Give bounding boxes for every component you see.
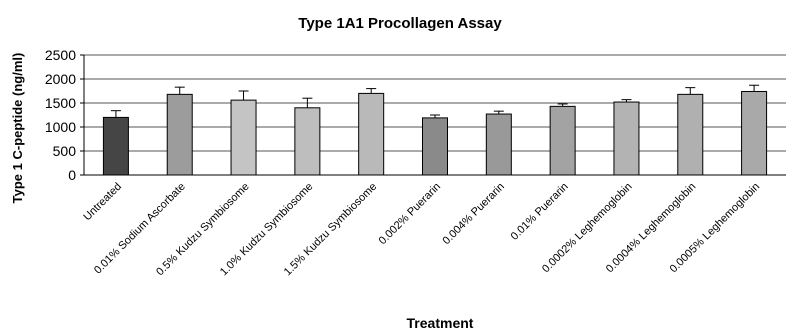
y-tick-labels: 0 500 1000 1500 2000 2500 — [45, 47, 76, 183]
bar — [102, 116, 129, 176]
bar — [230, 99, 257, 176]
y-tick-label: 2000 — [45, 71, 76, 87]
x-tick-label: 0.01% Puerarin — [509, 181, 571, 243]
chart-title: Type 1A1 Procollagen Assay — [298, 15, 502, 32]
error-bars — [110, 84, 760, 118]
y-tick-label: 1000 — [45, 119, 76, 135]
bar — [358, 92, 385, 176]
axes — [80, 54, 786, 176]
gridlines — [84, 54, 786, 152]
y-tick-label: 1500 — [45, 95, 76, 111]
bar — [422, 117, 448, 176]
x-axis-label: Treatment — [407, 315, 474, 331]
bars — [102, 90, 768, 176]
x-tick-label: 0.002% Puerarin — [377, 181, 443, 247]
x-tick-label: 0.004% Puerarin — [441, 181, 507, 247]
y-tick-label: 0 — [68, 167, 76, 183]
bar — [613, 101, 640, 176]
y-tick-label: 2500 — [45, 47, 76, 63]
x-tick-label: Untreated — [81, 181, 124, 224]
y-tick-label: 500 — [53, 143, 77, 159]
bar — [166, 93, 193, 176]
bar — [549, 105, 576, 176]
y-axis-label: Type 1 C-peptide (ng/ml) — [10, 53, 25, 204]
bar — [294, 107, 321, 176]
bar — [485, 113, 512, 176]
bar — [741, 90, 768, 176]
bar — [677, 93, 704, 176]
